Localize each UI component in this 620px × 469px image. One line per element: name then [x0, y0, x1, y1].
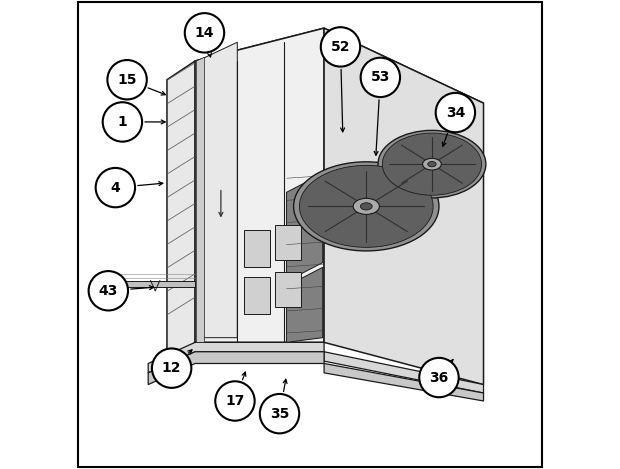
Ellipse shape	[428, 161, 436, 167]
Circle shape	[215, 381, 255, 421]
Ellipse shape	[360, 203, 372, 210]
Circle shape	[436, 93, 475, 132]
Ellipse shape	[353, 198, 379, 214]
Text: 34: 34	[446, 106, 465, 120]
Text: 15: 15	[117, 73, 137, 87]
Polygon shape	[195, 28, 484, 136]
Polygon shape	[324, 28, 484, 385]
Polygon shape	[324, 352, 484, 393]
Bar	[275, 272, 301, 307]
Text: 4: 4	[110, 181, 120, 195]
Polygon shape	[286, 174, 322, 281]
Polygon shape	[286, 267, 322, 342]
Text: 35: 35	[270, 407, 289, 421]
Circle shape	[103, 102, 142, 142]
Polygon shape	[148, 352, 324, 385]
Circle shape	[107, 60, 147, 99]
Polygon shape	[195, 28, 324, 342]
Text: 36: 36	[429, 371, 449, 385]
Polygon shape	[167, 61, 195, 363]
Text: 1: 1	[118, 115, 127, 129]
Circle shape	[419, 358, 459, 397]
Circle shape	[95, 168, 135, 207]
Text: 43: 43	[99, 284, 118, 298]
Circle shape	[321, 27, 360, 67]
Circle shape	[361, 58, 400, 97]
Text: 17: 17	[225, 394, 245, 408]
Ellipse shape	[299, 166, 433, 247]
Circle shape	[89, 271, 128, 310]
Polygon shape	[148, 342, 324, 373]
Circle shape	[185, 13, 224, 53]
Ellipse shape	[378, 130, 486, 198]
Bar	[275, 225, 301, 260]
Polygon shape	[324, 363, 484, 401]
Text: 52: 52	[330, 40, 350, 54]
Polygon shape	[197, 57, 205, 342]
Bar	[244, 230, 270, 267]
Text: eReplacementParts.com: eReplacementParts.com	[242, 229, 378, 240]
Text: 14: 14	[195, 26, 215, 40]
Circle shape	[152, 348, 192, 388]
Polygon shape	[120, 281, 195, 287]
Polygon shape	[197, 42, 237, 338]
Bar	[244, 277, 270, 314]
Ellipse shape	[294, 162, 439, 251]
Circle shape	[260, 394, 299, 433]
Ellipse shape	[383, 133, 482, 195]
Text: 12: 12	[162, 361, 182, 375]
Text: 53: 53	[371, 70, 390, 84]
Ellipse shape	[423, 158, 441, 170]
